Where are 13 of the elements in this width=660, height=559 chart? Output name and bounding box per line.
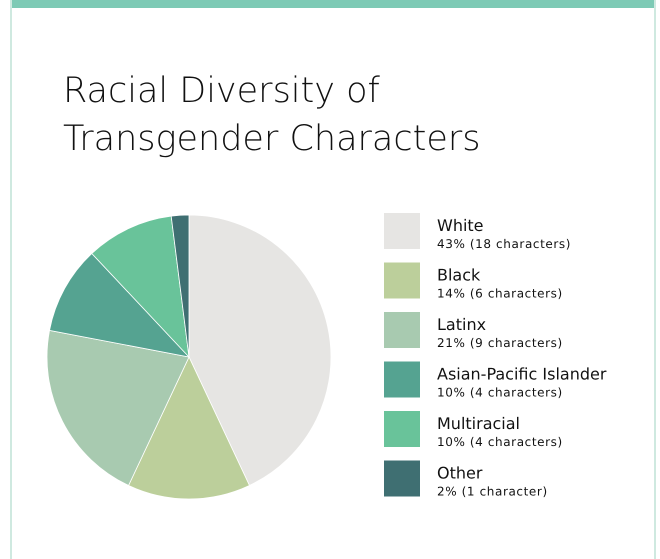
legend-label: Multiracial xyxy=(437,414,520,433)
data-label: 14% (6 characters) xyxy=(437,286,563,300)
data-label: 2% (1 character) xyxy=(437,484,548,498)
legend-label: Asian-Pacific Islander xyxy=(437,364,607,384)
data-label: 10% (4 characters) xyxy=(437,435,563,449)
data-label: 21% (9 characters) xyxy=(437,336,563,350)
chart-title: Racial Diversity of Transgender Characters xyxy=(63,71,481,159)
legend-label: Other xyxy=(437,464,483,482)
legend-label: Latinx xyxy=(437,315,486,334)
data-label: 43% (18 characters) xyxy=(437,237,572,251)
data-label: 10% (4 characters) xyxy=(437,386,563,400)
legend-label: White xyxy=(437,216,484,235)
legend-label: Black xyxy=(437,266,482,284)
